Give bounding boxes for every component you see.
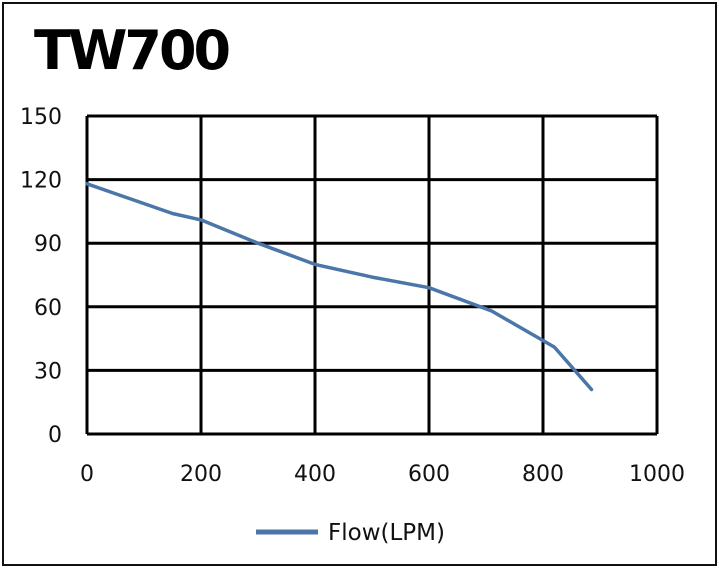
y-axis-ticks: 0 30 60 90 120 150 (20, 105, 62, 448)
y-tick-label-30: 30 (34, 359, 62, 384)
x-tick-label-800: 800 (522, 462, 564, 487)
x-axis-ticks: 0 200 400 600 800 1000 (80, 462, 685, 487)
y-tick-label-90: 90 (34, 232, 62, 257)
series-line-0 (85, 182, 594, 392)
y-tick-label-60: 60 (34, 296, 62, 321)
x-tick-label-200: 200 (180, 462, 222, 487)
x-tick-label-0: 0 (80, 462, 94, 487)
chart-title: TW700 (34, 19, 231, 82)
legend-label-0: Flow(LPM) (328, 520, 445, 546)
x-tick-label-400: 400 (294, 462, 336, 487)
legend: Flow(LPM) (256, 520, 445, 546)
y-tick-label-120: 120 (20, 169, 62, 194)
grid (85, 114, 659, 436)
series-layer (85, 182, 594, 392)
y-tick-label-0: 0 (48, 423, 62, 448)
y-tick-label-150: 150 (20, 105, 62, 130)
x-tick-label-1000: 1000 (629, 462, 685, 487)
x-tick-label-600: 600 (408, 462, 450, 487)
